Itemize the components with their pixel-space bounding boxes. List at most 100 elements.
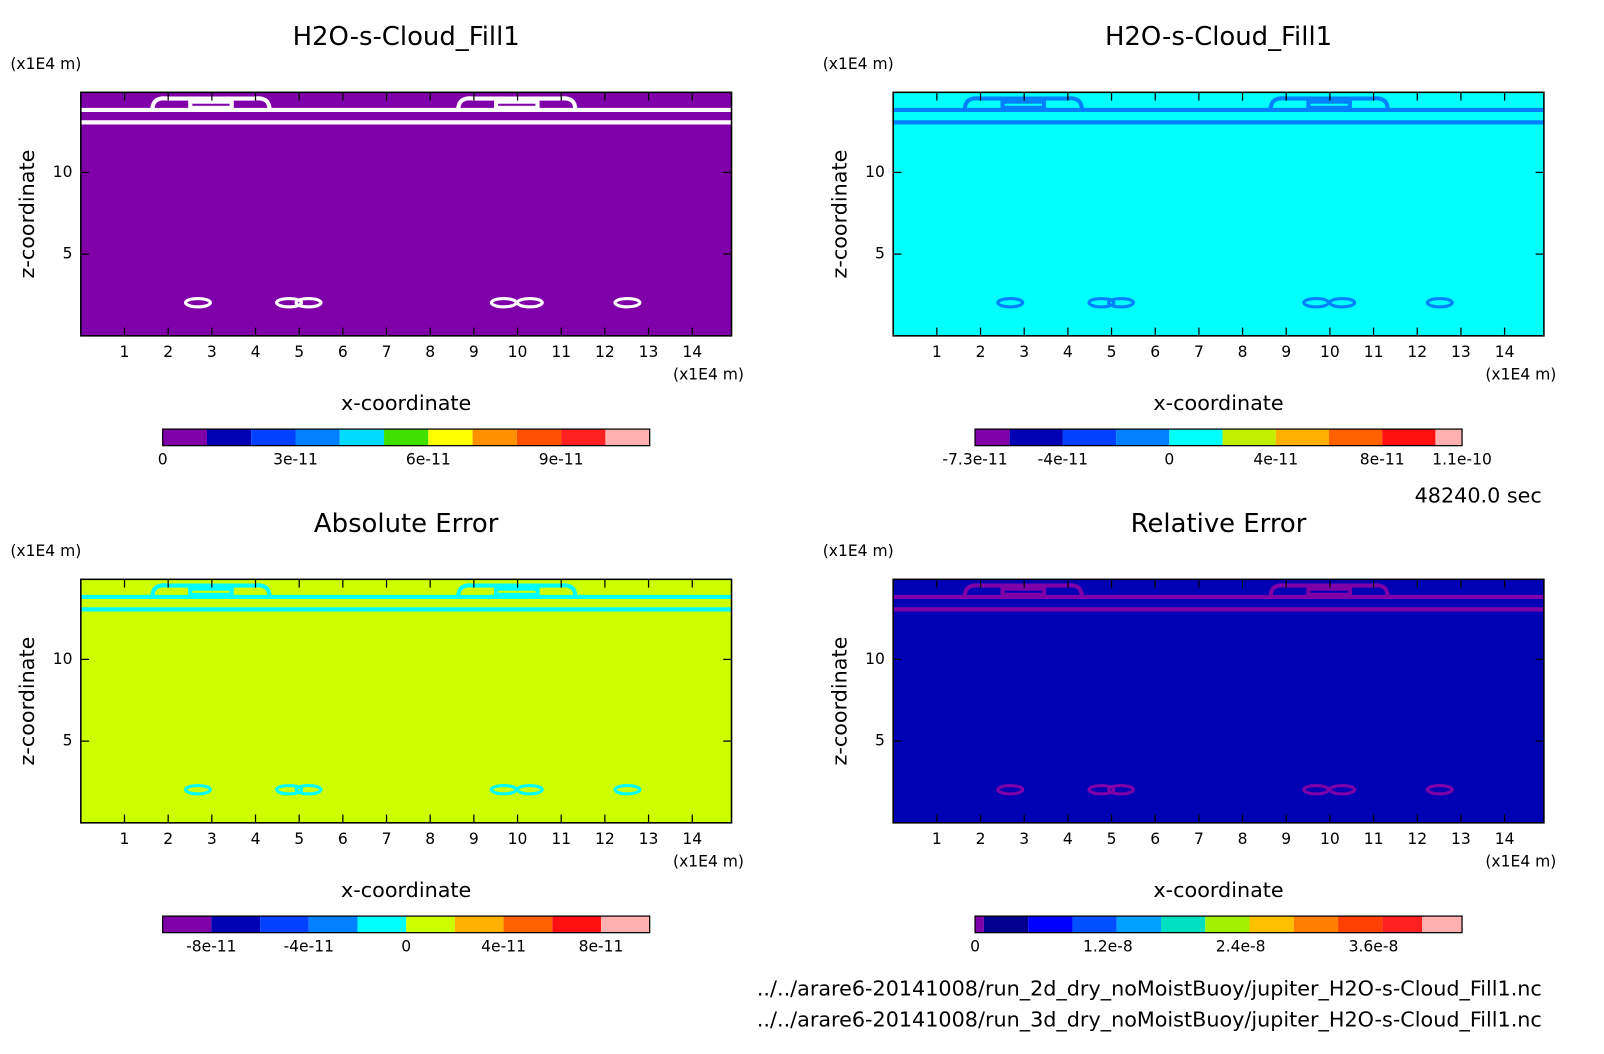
colorbar-segment xyxy=(975,429,1010,446)
x-tick-label: 7 xyxy=(382,830,392,848)
x-tick-label: 12 xyxy=(595,830,615,848)
contour-blob xyxy=(1425,783,1454,796)
y-unit: (x1E4 m) xyxy=(10,542,81,560)
x-tick-label: 4 xyxy=(251,343,261,361)
colorbar-segment xyxy=(472,429,517,446)
colorbar-segment xyxy=(1338,916,1383,933)
contour-blob xyxy=(1306,586,1352,597)
colorbar-segment xyxy=(1435,429,1463,446)
colorbar-segment xyxy=(211,916,261,933)
contour-blob xyxy=(150,583,272,598)
colorbar-segment xyxy=(260,916,309,933)
x-tick-label: 7 xyxy=(382,343,392,361)
x-tick-label: 2 xyxy=(976,830,986,848)
contour-features xyxy=(893,96,1544,309)
contour-blob xyxy=(1087,783,1116,796)
contour-blob xyxy=(456,583,578,598)
contour-blob xyxy=(183,783,212,796)
x-tick-label: 11 xyxy=(551,343,571,361)
colorbar-segment xyxy=(308,916,358,933)
contour-blob xyxy=(456,96,578,111)
x-tick-label: 13 xyxy=(1451,830,1471,848)
contour-features xyxy=(80,583,732,796)
x-tick-label: 2 xyxy=(163,830,173,848)
file-path: ../../arare6-20141008/run_3d_dry_noMoist… xyxy=(757,1008,1542,1033)
contour-blob xyxy=(1087,296,1116,309)
colorbar-tick-label: -4e-11 xyxy=(284,938,334,956)
x-tick-label: 12 xyxy=(1407,830,1427,848)
contour-field xyxy=(80,579,732,823)
x-unit: (x1E4 m) xyxy=(673,366,744,384)
colorbar-segment xyxy=(516,429,562,446)
colorbar-frame xyxy=(162,915,651,934)
colorbar-segment xyxy=(503,916,553,933)
chart-title: Relative Error xyxy=(1131,509,1307,539)
y-tick-label: 10 xyxy=(865,163,885,181)
contour-blob xyxy=(515,296,544,309)
x-tick-label: 1 xyxy=(932,830,942,848)
x-axis-label: x-coordinate xyxy=(341,878,471,902)
colorbar-tick-label: 0 xyxy=(158,451,168,469)
x-tick-label: 5 xyxy=(1107,343,1117,361)
y-tick-label: 10 xyxy=(53,163,73,181)
x-tick-label: 5 xyxy=(294,830,304,848)
x-tick-label: 5 xyxy=(294,343,304,361)
contour-features xyxy=(80,96,732,309)
x-tick-label: 8 xyxy=(425,343,435,361)
x-tick-label: 14 xyxy=(1495,343,1515,361)
contour-blob xyxy=(1000,586,1047,597)
x-axis-label: x-coordinate xyxy=(1153,391,1283,415)
x-unit: (x1E4 m) xyxy=(1485,853,1556,871)
x-tick-label: 8 xyxy=(1238,830,1248,848)
y-tick-label: 5 xyxy=(63,732,73,750)
colorbar-segment xyxy=(1422,916,1463,933)
chart-title: Absolute Error xyxy=(314,509,499,539)
y-axis-label: z-coordinate xyxy=(15,150,39,279)
colorbar-tick-label: -8e-11 xyxy=(186,938,236,956)
y-unit: (x1E4 m) xyxy=(10,55,81,73)
x-unit: (x1E4 m) xyxy=(1485,366,1556,384)
contour-blob xyxy=(494,99,540,110)
contour-blob xyxy=(996,783,1025,796)
x-tick-label: 10 xyxy=(1320,343,1340,361)
x-tick-label: 10 xyxy=(508,343,528,361)
contour-blob xyxy=(150,96,272,111)
x-tick-label: 9 xyxy=(1281,343,1291,361)
contour-blob xyxy=(1306,99,1352,110)
contour-blob xyxy=(188,586,234,597)
colorbar-frame xyxy=(974,915,1463,934)
x-tick-label: 11 xyxy=(1364,343,1384,361)
colorbar-segment xyxy=(295,429,340,446)
colorbar-tick-label: 4e-11 xyxy=(1253,451,1298,469)
x-tick-label: 9 xyxy=(1281,830,1291,848)
y-unit: (x1E4 m) xyxy=(823,542,894,560)
contour-blob xyxy=(188,99,234,110)
contour-blob xyxy=(962,96,1084,111)
y-tick-label: 5 xyxy=(875,245,885,263)
colorbar-segment xyxy=(454,916,504,933)
x-tick-label: 4 xyxy=(1063,343,1073,361)
x-tick-label: 14 xyxy=(682,343,702,361)
x-tick-label: 10 xyxy=(508,830,528,848)
x-tick-label: 12 xyxy=(1407,343,1427,361)
contour-blob xyxy=(1106,783,1135,796)
axes-frame xyxy=(892,91,1545,337)
colorbar-segment xyxy=(162,916,212,933)
x-tick-label: 14 xyxy=(682,830,702,848)
contour-blob xyxy=(1268,96,1390,111)
x-tick-label: 6 xyxy=(338,343,348,361)
colorbar-segment xyxy=(1328,429,1383,446)
colorbar-segment xyxy=(1072,916,1117,933)
x-tick-label: 11 xyxy=(1364,830,1384,848)
contour-blob xyxy=(1106,296,1135,309)
x-tick-label: 6 xyxy=(1150,830,1160,848)
colorbar-segment xyxy=(983,916,1029,933)
contour-field xyxy=(80,92,732,336)
colorbar-segment xyxy=(1222,429,1276,446)
y-unit: (x1E4 m) xyxy=(823,55,894,73)
colorbar-tick-label: 6e-11 xyxy=(406,451,451,469)
x-unit: (x1E4 m) xyxy=(673,853,744,871)
colorbar-segment xyxy=(1382,916,1423,933)
contour-blob xyxy=(494,586,540,597)
